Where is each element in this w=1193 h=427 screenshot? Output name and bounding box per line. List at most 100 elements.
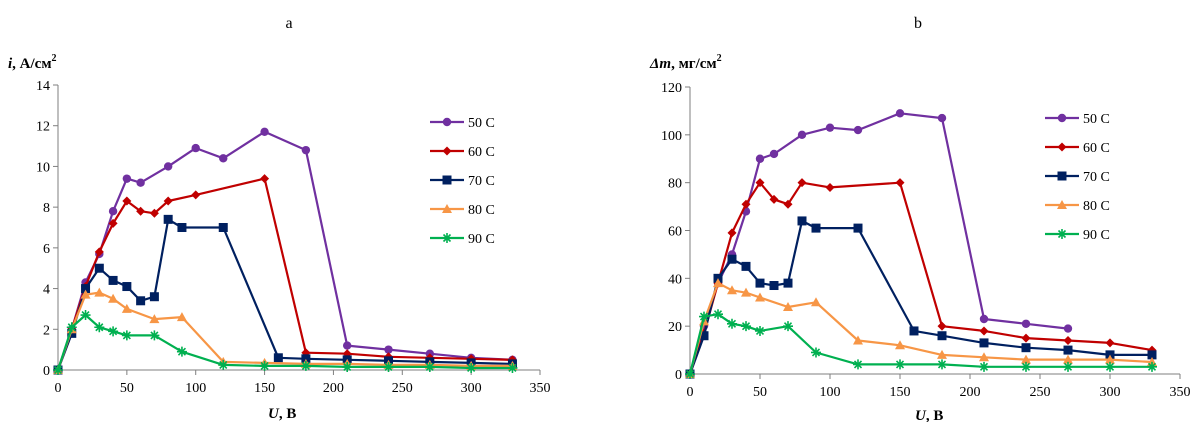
data-point — [755, 325, 765, 336]
data-point — [108, 275, 118, 285]
data-point — [1063, 354, 1073, 364]
legend-label: 60 C — [468, 145, 495, 160]
legend: 50 C 60 C 70 C 80 C 90 C — [430, 116, 495, 247]
legend-swatch-marker — [442, 117, 452, 127]
data-point — [108, 326, 119, 337]
data-point — [1021, 333, 1031, 343]
data-point — [466, 362, 477, 373]
series-3 — [685, 216, 1157, 379]
data-point — [979, 326, 989, 336]
data-point — [191, 143, 200, 153]
x-tick-label: 150 — [254, 381, 275, 396]
series-line — [56, 291, 513, 371]
data-point — [177, 223, 187, 232]
data-point — [755, 292, 765, 302]
data-point — [895, 109, 905, 118]
data-point — [741, 321, 751, 332]
data-point — [94, 263, 104, 273]
data-point — [1147, 361, 1157, 372]
data-point — [937, 359, 947, 370]
data-point — [811, 297, 821, 307]
data-point — [699, 331, 709, 341]
legend-swatch-marker — [442, 146, 452, 156]
data-point — [342, 361, 353, 372]
data-point — [853, 125, 863, 135]
x-tick-label: 250 — [1030, 385, 1051, 400]
data-point — [895, 359, 905, 370]
data-point — [122, 196, 132, 206]
data-point — [108, 293, 119, 303]
series-2 — [53, 174, 517, 375]
y-tick-label: 2 — [43, 323, 50, 338]
data-point — [979, 338, 989, 348]
data-point — [727, 285, 737, 295]
x-tick-label: 100 — [185, 381, 206, 396]
data-point — [727, 254, 737, 264]
data-point — [937, 331, 947, 341]
data-point — [713, 309, 723, 320]
legend-swatch-marker — [1057, 113, 1067, 123]
data-point — [136, 178, 145, 187]
data-point — [149, 314, 160, 324]
legend-label: 50 C — [1083, 112, 1110, 127]
panel-label: a — [285, 15, 292, 32]
x-axis-title: U, В — [915, 408, 943, 422]
data-point — [108, 218, 118, 228]
data-point — [507, 362, 518, 373]
data-point — [149, 292, 159, 302]
data-point — [909, 326, 919, 336]
data-point — [136, 206, 146, 216]
data-point — [741, 287, 751, 297]
x-axis-title: U, В — [268, 406, 296, 422]
series-line — [56, 218, 513, 371]
data-point — [783, 321, 793, 332]
legend-item: 50 C — [1045, 112, 1110, 127]
data-point — [1021, 319, 1031, 328]
data-point — [80, 310, 91, 321]
legend-swatch-marker — [1057, 171, 1067, 181]
panel-label: b — [914, 15, 922, 32]
x-axis-title-var: U — [268, 406, 280, 422]
x-tick-label: 300 — [461, 381, 482, 396]
x-tick-label: 150 — [890, 385, 911, 400]
series-1 — [53, 127, 517, 375]
data-point — [825, 182, 835, 192]
y-tick-label: 20 — [668, 320, 682, 335]
legend-swatch-marker — [1057, 142, 1067, 152]
data-point — [895, 340, 905, 350]
series-5 — [53, 310, 518, 375]
y-axis-title-var: Δm — [649, 56, 671, 72]
data-point — [163, 196, 173, 206]
data-point — [94, 247, 104, 257]
data-point — [122, 282, 132, 292]
x-tick-label: 300 — [1100, 385, 1121, 400]
legend-item: 90 C — [1045, 228, 1110, 243]
y-tick-label: 14 — [36, 79, 50, 94]
data-point — [1021, 343, 1031, 353]
data-point — [979, 352, 989, 362]
data-point — [797, 178, 807, 188]
x-tick-label: 0 — [687, 385, 694, 400]
data-point — [699, 311, 709, 322]
data-point — [769, 194, 779, 204]
data-point — [755, 154, 765, 163]
legend-swatch-marker — [442, 204, 452, 213]
legend-item: 90 C — [430, 232, 495, 247]
data-point — [741, 261, 751, 271]
y-axis-title-var: i — [8, 56, 13, 72]
data-point — [136, 296, 146, 306]
y-axis-title-sup: 2 — [717, 53, 722, 64]
legend-label: 90 C — [1083, 228, 1110, 243]
data-point — [260, 174, 270, 184]
data-point — [853, 223, 863, 233]
legend-label: 70 C — [1083, 170, 1110, 185]
y-tick-label: 100 — [661, 129, 682, 144]
x-tick-label: 350 — [530, 381, 551, 396]
x-tick-label: 50 — [120, 381, 134, 396]
x-axis-title-unit: , В — [926, 408, 944, 422]
series-4 — [53, 287, 518, 374]
y-tick-label: 80 — [668, 177, 682, 192]
y-tick-label: 10 — [36, 160, 50, 175]
data-point — [121, 330, 132, 341]
